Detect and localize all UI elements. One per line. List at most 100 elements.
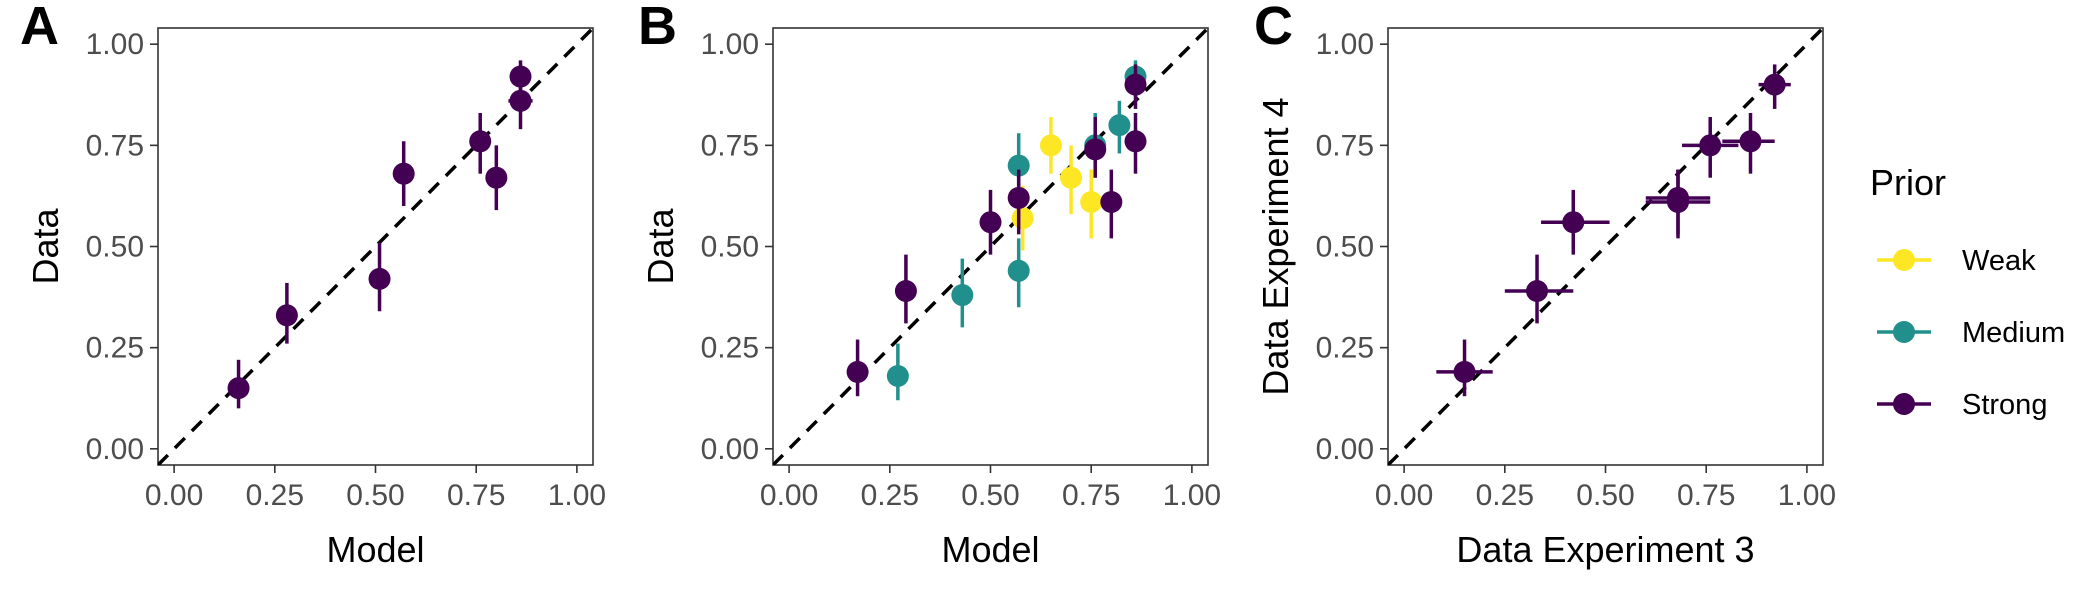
panel-a-point-strong	[392, 141, 415, 207]
panel-a-point-strong	[275, 282, 298, 344]
panel-b-point-weak	[1060, 145, 1083, 215]
panel-b-point-marker	[1108, 114, 1131, 137]
panel-a-point-marker	[509, 89, 532, 112]
panel-b-point-marker	[1039, 134, 1062, 157]
panel-c-point-marker	[1667, 190, 1689, 213]
panel-b-point-strong	[979, 189, 1002, 255]
panel-b-point-marker	[979, 211, 1002, 234]
panel-c-y-tick-label: 1.00	[1316, 28, 1374, 61]
panel-a-point-strong	[485, 145, 508, 211]
panel-b-point-weak	[1080, 169, 1103, 239]
panel-a-x-tick-label: 0.75	[447, 479, 505, 512]
panel-a-y-axis-title: Data	[25, 208, 66, 285]
panel-b-point-medium	[951, 258, 974, 328]
panel-a-marks	[158, 28, 593, 465]
panel-a-x-axis-title: Model	[326, 529, 424, 570]
panel-c-y-tick-label: 0.00	[1316, 433, 1374, 466]
panel-b-point-marker	[1011, 207, 1034, 230]
panel-b-marks	[773, 28, 1208, 465]
panel-c-x-tick-label: 0.25	[1476, 479, 1534, 512]
panel-b-x-axis-title: Model	[941, 529, 1039, 570]
panel-b-point-medium	[1108, 100, 1131, 154]
panel-a-y-tick-label: 0.50	[86, 231, 144, 264]
panel-b-point-marker	[846, 360, 869, 383]
panel-c-point-marker	[1526, 280, 1549, 303]
panel-c-letter: C	[1254, 0, 1293, 56]
legend-key-marker	[1893, 321, 1915, 343]
panel-a-point-strong	[469, 112, 492, 174]
panel-a: 0.00 0.25 0.50 0.75 1.00 0.00 0.25 0.50 0.75 1.00…	[20, 0, 606, 570]
panel-a-y-tick-label: 0.00	[86, 433, 144, 466]
panel-a-point-marker	[392, 162, 415, 185]
panel-a-letter: A	[20, 0, 59, 56]
panel-c-y-tick-label: 0.75	[1316, 129, 1374, 162]
panel-c-x-axis-title: Data Experiment 3	[1456, 529, 1754, 570]
panel-b-point-marker	[1084, 138, 1107, 161]
panel-b-point-marker	[886, 364, 909, 387]
panel-a-point-strong	[509, 60, 532, 93]
panel-c: 0.00 0.25 0.50 0.75 1.00 0.00 0.25 0.50 0.75 1.00…	[1254, 0, 1836, 570]
panel-a-point-marker	[227, 377, 250, 400]
panel-b-point-marker	[1007, 259, 1030, 282]
panel-c-point-strong	[1504, 254, 1574, 324]
panel-b-point-strong	[1100, 169, 1123, 239]
legend-key-marker	[1893, 249, 1915, 271]
panel-c-point-strong	[1682, 117, 1739, 178]
panel-c-y-tick-label: 0.50	[1316, 231, 1374, 264]
panel-b-point-weak	[1039, 117, 1062, 174]
panel-c-point-strong	[1541, 189, 1610, 255]
panel-b-y-axis-title: Data	[640, 208, 681, 285]
panel-b-y-tick-label: 1.00	[701, 28, 759, 61]
panel-b: 0.00 0.25 0.50 0.75 1.00 0.00 0.25 0.50 0.75 1.00…	[638, 0, 1221, 570]
panel-c-point-marker	[1763, 73, 1786, 96]
panel-c-marks	[1388, 28, 1823, 465]
panel-a-x-tick-label: 0.25	[246, 479, 304, 512]
panel-b-y-tick-label: 0.00	[701, 433, 759, 466]
panel-b-x-tick-label: 0.75	[1062, 479, 1120, 512]
panel-b-point-marker	[1100, 190, 1123, 213]
panel-a-x-tick-label: 0.50	[346, 479, 404, 512]
panel-b-point-marker	[951, 284, 974, 307]
legend-entry-weak: Weak	[1877, 245, 2036, 277]
panel-c-point-strong	[1758, 64, 1791, 109]
panel-b-point-marker	[1060, 166, 1083, 189]
panel-c-x-tick-label: 1.00	[1778, 479, 1836, 512]
panel-b-y-tick-label: 0.25	[701, 332, 759, 365]
panel-a-point-marker	[275, 304, 298, 327]
panel-b-point-strong	[1084, 117, 1107, 178]
panel-a-y-tick-label: 0.75	[86, 129, 144, 162]
legend-title: Prior	[1870, 162, 1946, 203]
panel-b-point-strong	[846, 339, 869, 397]
panel-b-point-medium	[886, 343, 909, 401]
panel-b-y-tick-label: 0.75	[701, 129, 759, 162]
panel-b-x-tick-label: 0.00	[760, 479, 818, 512]
panel-a-point-strong	[227, 359, 250, 409]
legend-entry-strong: Strong	[1877, 389, 2047, 421]
panel-b-point-marker	[1007, 154, 1030, 177]
legend-label: Weak	[1962, 245, 2036, 277]
legend-label: Medium	[1962, 317, 2065, 349]
panel-a-x-tick-label: 1.00	[548, 479, 606, 512]
panel-c-x-tick-label: 0.00	[1375, 479, 1433, 512]
panel-a-point-marker	[509, 65, 532, 88]
panel-c-point-marker	[1699, 134, 1722, 157]
panel-c-point-marker	[1562, 211, 1585, 234]
panel-b-point-strong	[1124, 64, 1147, 109]
panel-b-letter: B	[638, 0, 677, 56]
panel-b-point-strong	[1007, 169, 1030, 235]
panel-a-x-tick-label: 0.00	[145, 479, 203, 512]
panel-a-point-marker	[485, 166, 508, 189]
panel-b-point-marker	[894, 280, 917, 303]
panel-b-point-marker	[1124, 73, 1147, 96]
panel-b-x-tick-label: 0.50	[961, 479, 1019, 512]
panel-b-point-medium	[1007, 238, 1030, 308]
panel-b-point-marker	[1124, 130, 1147, 153]
legend-entry-medium: Medium	[1877, 317, 2065, 349]
panel-b-point-marker	[1007, 186, 1030, 209]
panel-c-point-marker	[1453, 360, 1476, 383]
panel-a-y-tick-label: 0.25	[86, 332, 144, 365]
panel-a-point-marker	[469, 130, 492, 153]
panel-c-y-axis-title: Data Experiment 4	[1255, 97, 1296, 395]
panel-a-point-marker	[368, 267, 391, 290]
